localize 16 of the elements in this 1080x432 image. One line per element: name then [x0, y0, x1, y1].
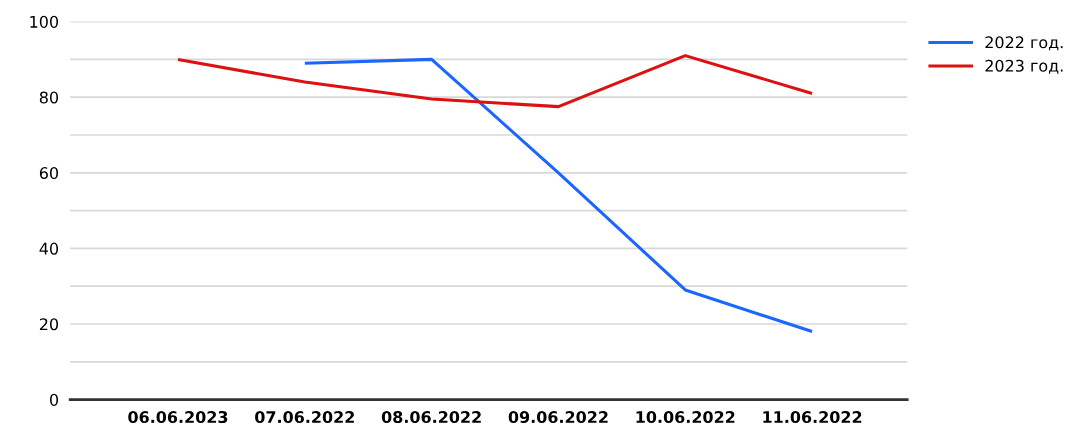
x-tick-label: 06.06.2023: [128, 410, 228, 424]
x-tick-label: 07.06.2022: [255, 410, 354, 424]
legend-label: 2022 год.: [985, 36, 1063, 51]
x-tick-label: 11.06.2022: [763, 410, 862, 424]
line-series: [176, 54, 814, 109]
x-tick-label: 09.06.2022: [508, 410, 608, 424]
y-tick-label: 20: [39, 318, 59, 331]
line-series: [303, 57, 814, 334]
y-tick-label: 80: [39, 91, 59, 104]
y-tick-label: 100: [30, 15, 59, 28]
y-tick-label: 40: [39, 242, 59, 255]
legend-label: 2023 год.: [985, 59, 1063, 74]
x-tick-label: 08.06.2022: [381, 410, 481, 424]
x-tick-label: 10.06.2022: [636, 410, 735, 424]
y-tick-label: 60: [39, 167, 59, 180]
y-tick-label: 0: [49, 393, 59, 406]
